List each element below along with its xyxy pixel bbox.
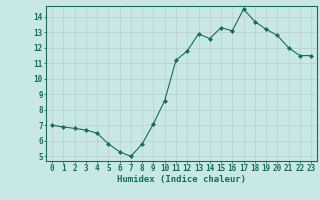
X-axis label: Humidex (Indice chaleur): Humidex (Indice chaleur) <box>117 175 246 184</box>
